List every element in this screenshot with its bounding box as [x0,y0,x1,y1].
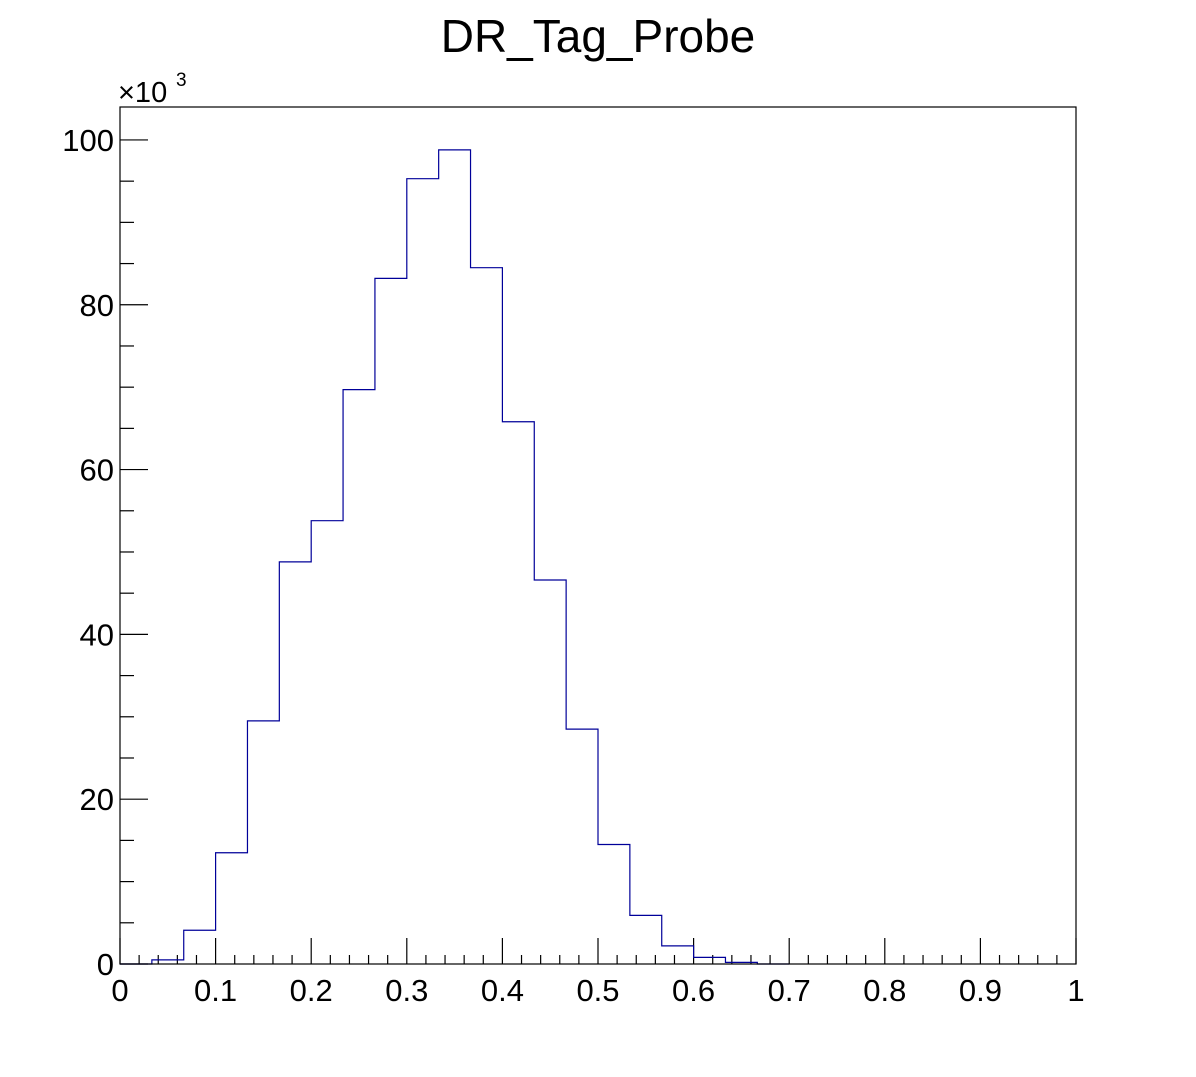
y-tick-label: 0 [97,947,114,982]
plot-frame [119,106,1077,965]
x-tick-label: 0.8 [863,973,906,1008]
x-tick-label: 0.7 [768,973,811,1008]
y-axis-multiplier-exponent: 3 [176,70,187,91]
histogram-series-line [120,149,790,965]
y-axis-tick-labels: 0 20 40 60 80 100 [62,123,114,982]
x-tick-label: 1 [1067,973,1084,1008]
y-tick-label: 40 [80,617,114,652]
x-axis-ticks [119,938,1077,964]
x-tick-label: 0.3 [385,973,428,1008]
y-axis-multiplier: ×10 3 [118,70,187,109]
x-tick-label: 0.6 [672,973,715,1008]
x-tick-label: 0.2 [290,973,333,1008]
y-axis-ticks [120,139,148,965]
y-axis-multiplier-base: ×10 [118,77,167,109]
y-tick-label: 80 [80,288,114,323]
y-tick-label: 60 [80,453,114,488]
x-tick-label: 0.1 [194,973,237,1008]
x-tick-label: 0 [111,973,128,1008]
x-axis-tick-labels: 0 0.1 0.2 0.3 0.4 0.5 0.6 0.7 0.8 0.9 1 [111,973,1084,1008]
x-tick-label: 0.5 [576,973,619,1008]
x-tick-label: 0.4 [481,973,524,1008]
chart-title: DR_Tag_Probe [441,10,756,62]
y-tick-label: 20 [80,782,114,817]
x-tick-label: 0.9 [959,973,1002,1008]
y-tick-label: 100 [62,123,114,158]
